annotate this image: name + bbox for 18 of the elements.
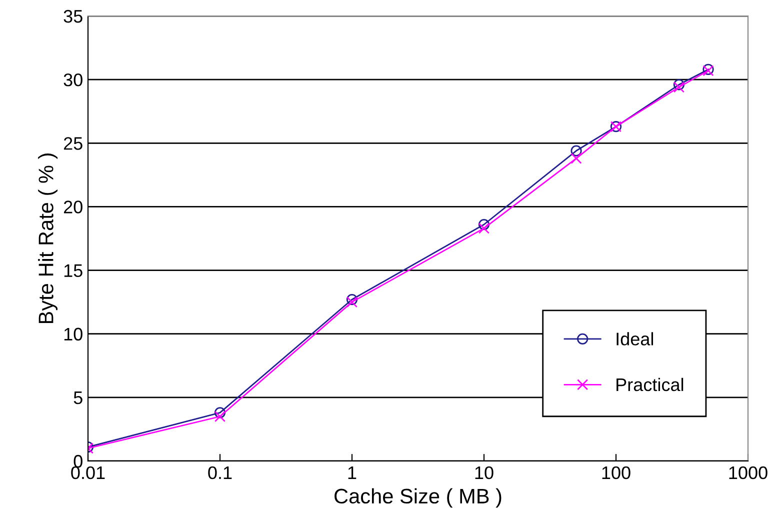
y-tick-label: 0 <box>74 454 82 468</box>
x-axis-title: Cache Size ( MB ) <box>334 488 502 508</box>
y-tick-label: 10 <box>64 328 82 341</box>
y-tick-label: 25 <box>64 137 82 150</box>
x-tick-label: 100 <box>602 466 630 480</box>
y-tick-label: 35 <box>64 10 82 23</box>
x-tick-label: 1000 <box>729 466 768 480</box>
x-tick-label: 10 <box>475 466 494 480</box>
x-tick-label: 0.1 <box>208 466 232 480</box>
x-tick-label: 0.01 <box>71 466 105 480</box>
y-tick-label: 5 <box>74 392 82 404</box>
y-axis-title: Byte Hit Rate ( % ) <box>38 154 58 324</box>
legend-label: Practical <box>616 378 684 392</box>
legend-label: Ideal <box>616 332 654 346</box>
x-tick-label: 1 <box>348 466 356 479</box>
y-tick-label: 15 <box>64 264 82 278</box>
y-tick-label: 30 <box>64 74 82 86</box>
y-tick-label: 20 <box>64 200 82 214</box>
